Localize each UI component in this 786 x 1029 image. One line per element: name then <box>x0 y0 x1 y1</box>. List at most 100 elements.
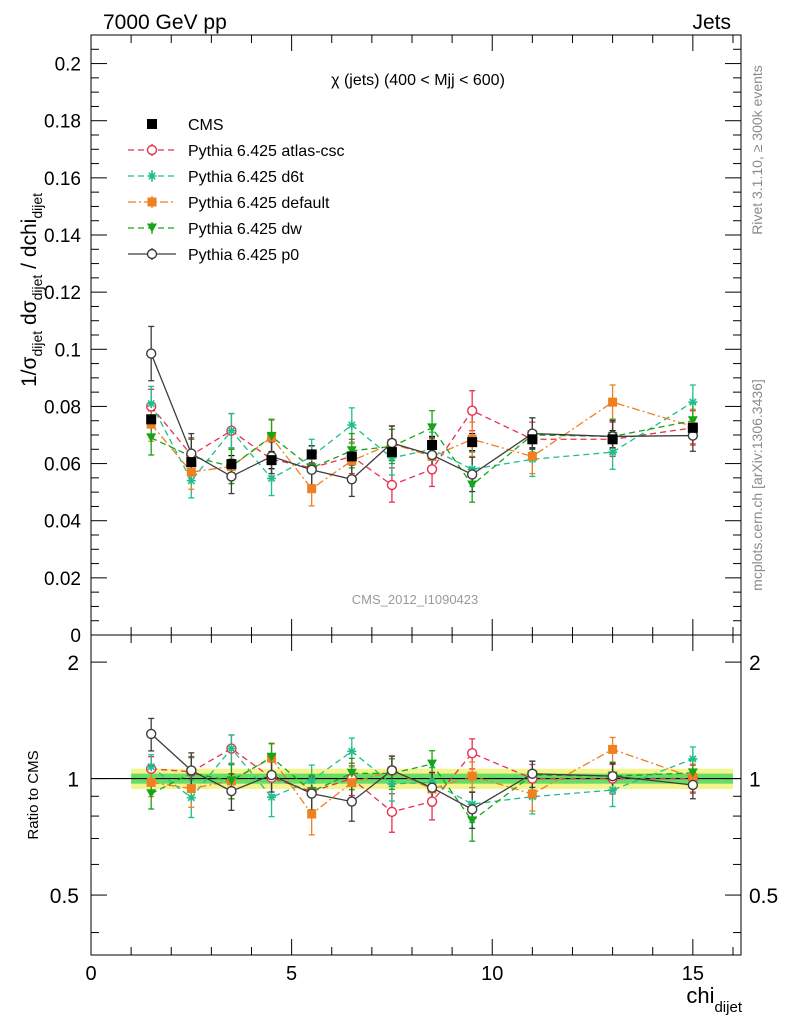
series-4-line <box>150 420 693 486</box>
series-3-ratio-point <box>527 789 537 799</box>
data-markers <box>145 348 699 826</box>
series-1-point <box>386 479 398 491</box>
analysis-label: CMS_2012_I1090423 <box>352 592 479 607</box>
series-2-point <box>146 399 156 409</box>
reference-point-top <box>226 459 237 470</box>
series-2-ratio-point <box>267 792 277 802</box>
legend-item-series-2: Pythia 6.425 d6t <box>128 169 304 186</box>
legend-item-series-5: Pythia 6.425 p0 <box>128 247 299 264</box>
series-1-point <box>466 405 478 416</box>
legend-item-series-1: Pythia 6.425 atlas-csc <box>128 143 345 160</box>
series-3-ratio-point <box>467 771 477 781</box>
legend-item-reference: CMS <box>147 117 224 134</box>
y-tick-label: 0.12 <box>44 283 81 304</box>
series-2-point <box>688 397 698 407</box>
reference-point-top <box>427 440 438 450</box>
series-2-point <box>267 473 277 483</box>
reference-point-top <box>687 422 698 433</box>
legend-label-reference: CMS <box>188 117 224 134</box>
series-3-point <box>608 397 618 407</box>
series-4-point <box>427 423 438 433</box>
series-4-ratio-point <box>226 776 237 786</box>
series-5-ratio-point <box>607 770 618 782</box>
series-3-ratio-point <box>186 784 196 794</box>
mcplots-label: mcplots.cern.ch [arXiv:1306.3436] <box>749 379 765 591</box>
series-2-ratio-point <box>467 799 477 809</box>
series-3-ratio-line <box>151 748 694 815</box>
series-lines <box>150 353 694 822</box>
series-3-ratio-point <box>307 809 317 819</box>
y-axis-label-part: dσ <box>18 300 41 331</box>
series-4-point <box>467 480 478 490</box>
series-1-ratio-point <box>426 796 438 807</box>
series-4-ratio-point <box>346 768 357 778</box>
series-4-ratio-point <box>687 768 698 778</box>
series-3-point <box>307 484 317 494</box>
reference-point-top <box>146 414 157 425</box>
ratio-tick-label-right: 0.5 <box>749 885 778 908</box>
y-axis-label-sub: dijet <box>29 193 45 219</box>
series-2-point <box>186 476 196 486</box>
y-axis-label-sub: dijet <box>29 275 45 301</box>
series-2-ratio-point <box>387 779 397 789</box>
ratio-tick-label: 1 <box>67 769 79 792</box>
y-tick-label: 0.1 <box>55 340 81 361</box>
y-axis-label-sub: dijet <box>29 331 45 357</box>
series-2-line <box>150 401 694 482</box>
legend-label-series-1: Pythia 6.425 atlas-csc <box>188 143 345 160</box>
series-5-ratio-point <box>186 765 197 776</box>
series-4-ratio-point <box>266 752 277 762</box>
x-axis-label-sub: dijet <box>714 999 742 1016</box>
header-right: Jets <box>692 11 731 34</box>
x-tick-label: 10 <box>481 963 503 985</box>
series-3-ratio-point <box>347 778 357 788</box>
rivet-label: Rivet 3.1.10, ≥ 300k events <box>749 65 765 235</box>
ratio-panel-frame <box>90 634 742 956</box>
y-axis-label-part: / dchi <box>18 219 41 275</box>
y-tick-label: 0.04 <box>44 512 81 533</box>
series-5-ratio-point <box>386 765 398 776</box>
legend-marker-reference <box>147 119 157 129</box>
series-5-ratio-point <box>145 728 157 740</box>
series-1-line <box>150 406 693 486</box>
y-tick-label: 0.16 <box>44 169 81 190</box>
reference-point-top <box>607 434 618 445</box>
series-2-ratio-point <box>427 777 437 787</box>
legend-label-series-3: Pythia 6.425 default <box>188 195 330 212</box>
series-5-point <box>466 469 478 480</box>
legend-label-series-2: Pythia 6.425 d6t <box>188 169 304 186</box>
series-5-point <box>426 449 438 461</box>
header-left: 7000 GeV pp <box>103 11 227 34</box>
series-2-ratio-point <box>186 793 196 803</box>
series-2-point <box>347 420 357 430</box>
x-tick-label: 5 <box>286 963 297 985</box>
series-5-ratio-point <box>226 785 237 797</box>
series-3-ratio-point <box>608 744 618 754</box>
series-4-point <box>266 431 277 441</box>
series-3-line <box>150 401 694 490</box>
series-5-point <box>386 437 398 449</box>
series-5-ratio-line <box>150 733 693 811</box>
series-4-ratio-point <box>146 789 157 799</box>
series-2-point <box>226 426 236 436</box>
legend-item-series-4: Pythia 6.425 dw <box>128 221 302 238</box>
legend-marker-series-2 <box>147 171 157 181</box>
series-1-ratio-line <box>151 747 693 813</box>
series-5-ratio-point <box>527 768 538 779</box>
series-3-ratio-point <box>688 772 698 782</box>
series-2-point <box>608 447 618 457</box>
series-1-point <box>426 464 438 475</box>
axis-ticks: 0 5 10 15 0 0.02 0.04 0.06 0.08 0.1 0.12 0.14 0.16 0.… <box>44 34 778 985</box>
series-5-ratio-point <box>466 804 478 815</box>
series-2-ratio-point <box>146 762 156 772</box>
series-2-point <box>387 453 397 463</box>
legend-marker-series-4 <box>147 223 157 233</box>
reference-point-top <box>386 447 397 458</box>
reference-point-top <box>186 457 197 468</box>
series-5-ratio-point <box>426 782 438 793</box>
series-5-ratio-point <box>306 788 317 799</box>
legend: CMS Pythia 6.425 atlas-csc Pythia 6.425 d6… <box>128 117 345 264</box>
series-3-point <box>527 451 537 461</box>
series-4-point <box>687 416 698 426</box>
